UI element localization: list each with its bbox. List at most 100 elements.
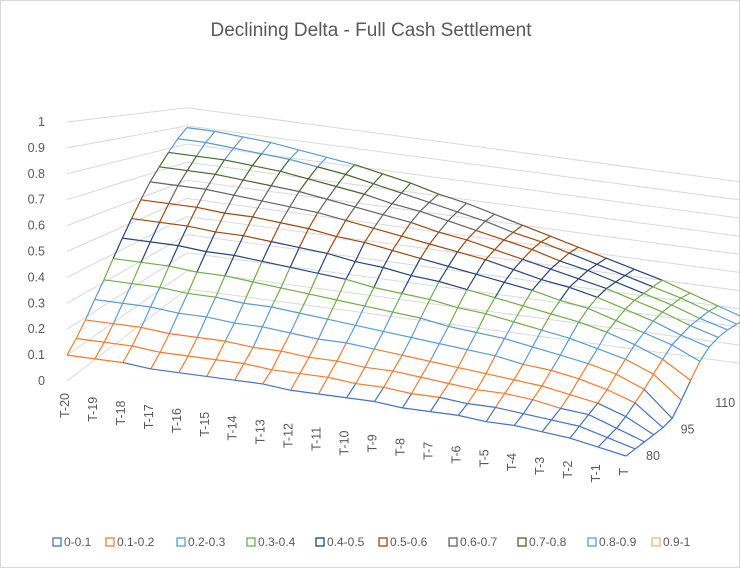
mesh-segment <box>420 376 449 385</box>
mesh-segment <box>131 327 142 347</box>
mesh-segment <box>298 149 327 158</box>
mesh-segment <box>280 332 291 352</box>
mesh-segment <box>466 239 495 251</box>
mesh-segment <box>85 319 114 325</box>
mesh-segment <box>112 303 124 324</box>
mesh-segment <box>289 191 300 208</box>
mesh-segment <box>253 346 282 352</box>
mesh-segment <box>382 250 393 268</box>
time-tick-label: T-11 <box>310 427 324 451</box>
mesh-segment <box>652 358 664 375</box>
mesh-segment <box>523 413 552 421</box>
mesh-segment <box>280 267 291 289</box>
mesh-segment <box>159 333 170 353</box>
mesh-segment <box>662 311 691 327</box>
mesh-segment <box>113 323 142 329</box>
mesh-segment <box>186 127 216 132</box>
mesh-segment <box>467 349 496 357</box>
mesh-segment <box>457 403 469 416</box>
mesh-segment <box>458 414 487 423</box>
mesh-segment <box>196 316 208 338</box>
mesh-segment <box>280 206 291 224</box>
mesh-segment <box>429 281 440 300</box>
mesh-segment <box>513 379 543 387</box>
mesh-segment <box>401 292 430 301</box>
mesh-segment <box>149 166 160 183</box>
mesh-segment <box>439 396 468 405</box>
mesh-segment <box>177 293 189 314</box>
mesh-segment <box>178 372 207 378</box>
mesh-segment <box>466 229 477 241</box>
mesh-segment <box>364 305 393 313</box>
mesh-segment <box>569 337 598 350</box>
mesh-segment <box>680 334 710 348</box>
mesh-segment <box>392 249 421 259</box>
mesh-segment <box>345 383 357 399</box>
mesh-segment <box>159 286 188 295</box>
mesh-segment <box>402 354 431 362</box>
mesh-segment <box>671 304 700 319</box>
mesh-segment <box>234 363 245 381</box>
mesh-segment <box>578 414 590 427</box>
mesh-segment <box>456 202 467 213</box>
mesh-segment <box>484 213 495 222</box>
mesh-segment <box>652 279 663 288</box>
mesh-segment <box>448 307 459 327</box>
mesh-segment <box>215 340 226 361</box>
mesh-segment <box>569 425 580 439</box>
mesh-segment <box>308 212 319 229</box>
mesh-segment <box>150 351 161 370</box>
mesh-segment <box>429 298 458 309</box>
mesh-segment <box>531 248 561 262</box>
mesh-segment <box>205 231 217 252</box>
mesh-segment <box>215 275 226 298</box>
mesh-segment <box>643 373 654 390</box>
mesh-segment <box>568 252 598 265</box>
mesh-segment <box>438 231 467 241</box>
mesh-segment <box>513 363 524 381</box>
mesh-segment <box>476 373 487 391</box>
mesh-segment <box>233 303 245 324</box>
mesh-segment <box>355 260 384 269</box>
mesh-segment <box>364 287 375 307</box>
mesh-segment <box>689 292 719 307</box>
mesh-segment <box>308 228 337 238</box>
mesh-segment <box>298 178 309 192</box>
mesh-segment <box>196 155 225 161</box>
mesh-segment <box>196 189 207 208</box>
mesh-segment <box>653 427 664 436</box>
gridline <box>66 161 740 237</box>
mesh-segment <box>271 306 300 314</box>
time-tick-label: T <box>617 468 631 476</box>
mesh-segment <box>708 305 719 312</box>
mesh-segment <box>317 212 346 222</box>
mesh-segment <box>158 152 170 168</box>
mesh-segment <box>606 331 635 346</box>
mesh-segment <box>531 289 561 301</box>
mesh-segment <box>224 159 253 167</box>
mesh-segment <box>271 350 282 371</box>
mesh-segment <box>512 231 542 243</box>
time-tick-label: T-8 <box>393 438 407 456</box>
mesh-segment <box>643 286 654 294</box>
mesh-segment <box>104 341 133 347</box>
mesh-segment <box>560 407 589 416</box>
mesh-segment <box>522 289 533 307</box>
mesh-segment <box>606 373 617 390</box>
mesh-segment <box>540 235 551 243</box>
mesh-segment <box>438 280 468 291</box>
mesh-segment <box>373 286 403 295</box>
mesh-segment <box>251 153 263 166</box>
legend-label: 0.8-0.9 <box>599 535 637 549</box>
mesh-segment <box>205 173 216 190</box>
mesh-segment <box>625 416 655 436</box>
mesh-segment <box>168 265 198 273</box>
mesh-segment <box>84 299 96 321</box>
gridline <box>66 215 740 292</box>
mesh-segment <box>187 355 217 361</box>
mesh-segment <box>532 399 561 409</box>
mesh-segment <box>103 323 114 343</box>
mesh-segment <box>624 268 635 277</box>
mesh-segment <box>466 274 477 290</box>
mesh-segment <box>708 310 738 325</box>
